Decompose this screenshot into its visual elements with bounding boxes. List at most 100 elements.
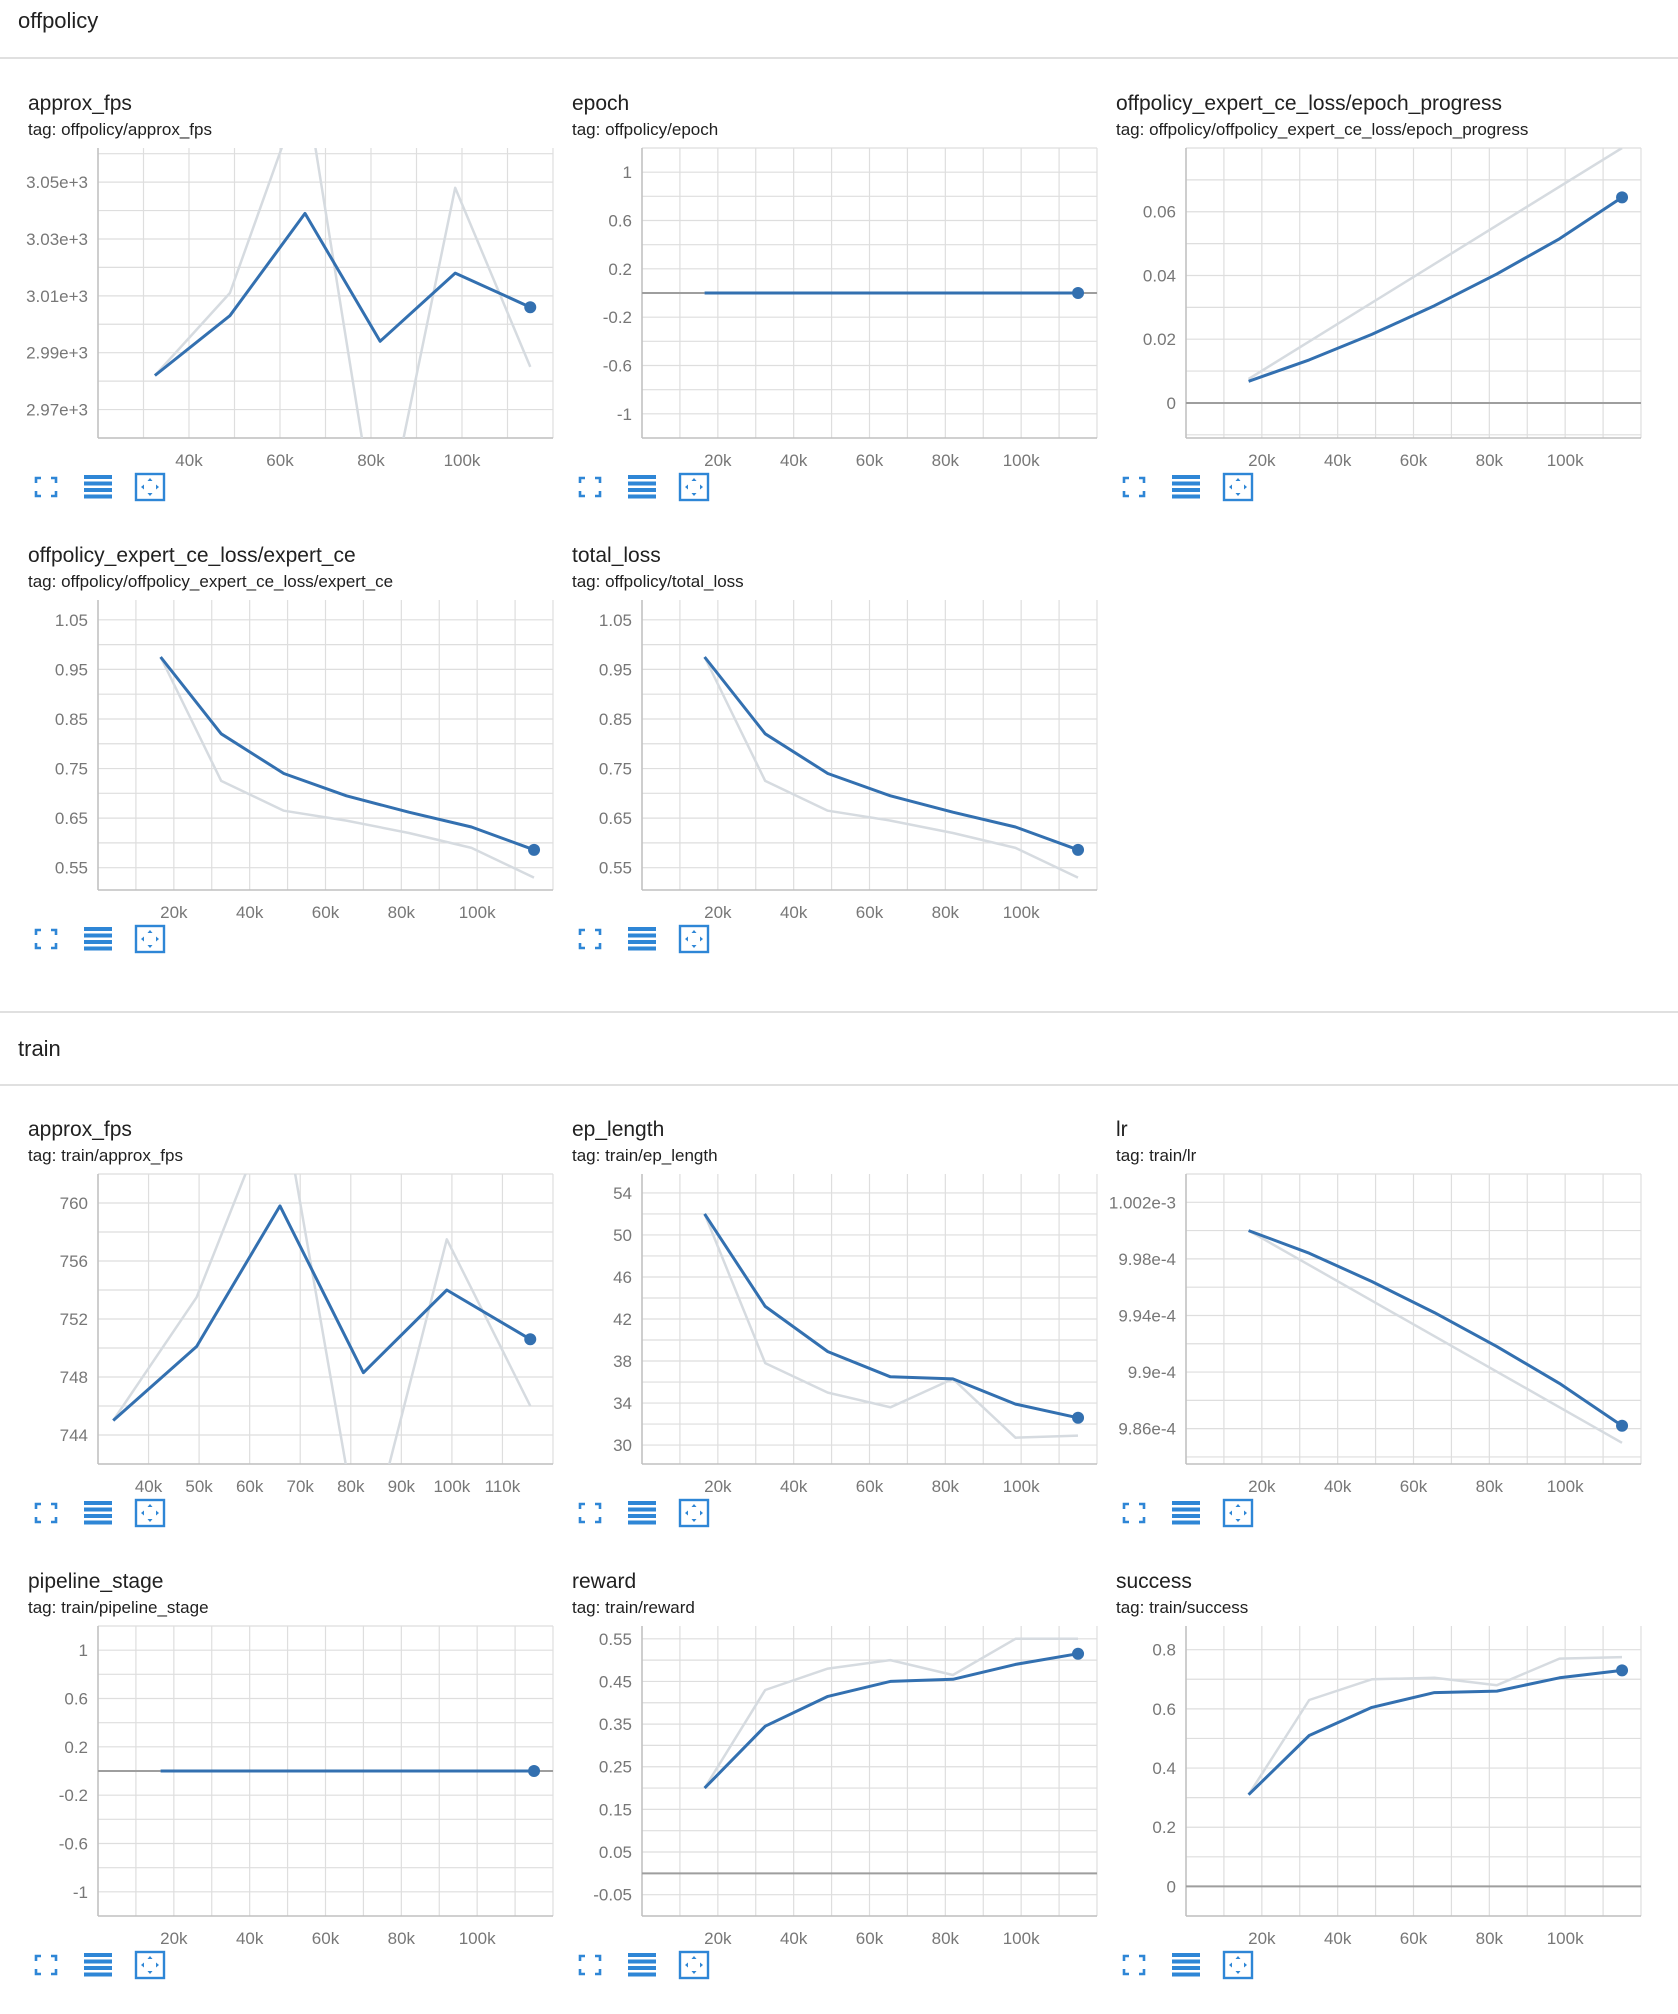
y-tick-label: 0.6 — [1152, 1700, 1176, 1719]
x-tick-label: 60k — [856, 1477, 884, 1496]
chart-tag: tag: train/reward — [572, 1598, 695, 1617]
fullscreen-icon[interactable] — [30, 472, 62, 502]
y-tick-label: 1.05 — [599, 611, 632, 630]
fit-domain-icon[interactable] — [134, 1498, 166, 1528]
x-tick-label: 80k — [932, 903, 960, 922]
y-tick-label: 0.15 — [599, 1800, 632, 1819]
x-tick-label: 60k — [236, 1477, 264, 1496]
raw-series-line — [153, 148, 532, 438]
chart-title: approx_fps — [28, 1118, 132, 1141]
fullscreen-icon[interactable] — [1118, 1498, 1150, 1528]
last-point-marker — [1072, 1647, 1085, 1660]
chart-card-offpolicy-total-loss: total_loss tag: offpolicy/total_loss 0.5… — [562, 544, 1102, 984]
data-table-icon[interactable] — [626, 1950, 658, 1980]
fit-domain-icon[interactable] — [134, 472, 166, 502]
raw-series-line — [1247, 148, 1623, 381]
line-chart[interactable]: 9.86e-4 9.9e-4 9.94e-4 9.98e-4 1.002e-3 20k 40… — [1106, 1173, 1646, 1496]
fullscreen-icon[interactable] — [574, 1498, 606, 1528]
fullscreen-icon[interactable] — [1118, 472, 1150, 502]
raw-series-line — [703, 1637, 1078, 1789]
line-chart[interactable]: 2.97e+3 2.99e+3 3.01e+3 3.03e+3 3.05e+3 40k 60… — [18, 148, 558, 470]
fullscreen-icon[interactable] — [574, 472, 606, 502]
y-tick-label: -0.05 — [593, 1886, 632, 1905]
y-tick-label: 756 — [60, 1252, 88, 1271]
y-tick-label: 0.55 — [599, 1630, 632, 1649]
fit-domain-icon[interactable] — [1222, 1950, 1254, 1980]
data-table-icon[interactable] — [626, 1498, 658, 1528]
y-tick-label: 0.8 — [1152, 1641, 1176, 1660]
y-tick-label: 0.95 — [55, 660, 88, 679]
y-tick-label: 0.85 — [55, 710, 88, 729]
line-chart[interactable]: 0.55 0.65 0.75 0.85 0.95 1.05 20k 40k 60k 80k 100k — [18, 600, 558, 922]
x-tick-label: 110k — [485, 1477, 521, 1496]
y-tick-label: 2.97e+3 — [26, 401, 88, 420]
section-divider — [0, 1011, 1678, 1013]
section-divider — [0, 1084, 1678, 1086]
chart-tag: tag: offpolicy/total_loss — [572, 572, 744, 591]
y-tick-label: 0.06 — [1143, 203, 1176, 222]
x-tick-label: 100k — [1547, 451, 1584, 470]
data-table-icon[interactable] — [1170, 1498, 1202, 1528]
line-chart[interactable]: 30 34 38 42 46 50 54 20k 40k 60k 80k 100k — [562, 1174, 1102, 1496]
line-chart[interactable]: 0 0.02 0.04 0.06 20k 40k 60k 80k 100k — [1106, 147, 1646, 470]
chart-title: epoch — [572, 92, 630, 115]
fullscreen-icon[interactable] — [574, 924, 606, 954]
section-header-offpolicy[interactable]: offpolicy — [18, 8, 99, 33]
raw-series-line — [112, 1174, 532, 1464]
raw-series-line — [1247, 1229, 1623, 1444]
chart-card-train-pipeline-stage: pipeline_stage tag: train/pipeline_stage… — [18, 1570, 558, 2010]
fit-domain-icon[interactable] — [678, 1950, 710, 1980]
last-point-marker — [1072, 843, 1085, 856]
x-tick-label: 20k — [704, 451, 732, 470]
fullscreen-icon[interactable] — [30, 1950, 62, 1980]
last-point-marker — [1616, 1664, 1629, 1677]
fit-domain-icon[interactable] — [1222, 472, 1254, 502]
x-tick-label: 100k — [459, 903, 496, 922]
data-table-icon[interactable] — [1170, 472, 1202, 502]
x-tick-label: 40k — [236, 1929, 264, 1948]
fit-domain-icon[interactable] — [678, 924, 710, 954]
series-group — [703, 1213, 1079, 1439]
y-tick-label: 3.01e+3 — [26, 287, 88, 306]
smoothed-series-line — [1248, 196, 1623, 383]
chart-card-train-reward: reward tag: train/reward -0.05 0.05 0.15 0.… — [562, 1570, 1102, 2010]
raw-series-line — [703, 1213, 1079, 1439]
data-table-icon[interactable] — [82, 924, 114, 954]
smoothed-series-line — [703, 656, 1079, 852]
raw-series-line — [1247, 1655, 1623, 1796]
line-chart[interactable]: 744 748 752 756 760 40k 50k 60k 70k 80k 90k 100k 110… — [18, 1173, 558, 1496]
x-tick-label: 100k — [1003, 1477, 1040, 1496]
chart-card-offpolicy-epoch-progress: offpolicy_expert_ce_loss/epoch_progress … — [1106, 92, 1646, 532]
y-tick-label: 1 — [623, 163, 632, 182]
data-table-icon[interactable] — [626, 472, 658, 502]
fit-domain-icon[interactable] — [678, 1498, 710, 1528]
series-group — [1247, 1229, 1623, 1444]
data-table-icon[interactable] — [82, 1498, 114, 1528]
y-tick-label: 0 — [1167, 1877, 1176, 1896]
data-table-icon[interactable] — [82, 472, 114, 502]
x-tick-label: 50k — [185, 1477, 213, 1496]
series-group — [1247, 1655, 1623, 1796]
line-chart[interactable]: -1 -0.6 -0.2 0.2 0.6 1 20k 40k 60k 80k 100k — [18, 1625, 558, 1948]
line-chart[interactable]: 0 0.2 0.4 0.6 0.8 20k 40k 60k 80k 100k — [1106, 1626, 1646, 1948]
chart-card-offpolicy-epoch: epoch tag: offpolicy/epoch -1 -0.6 -0.2 0.2… — [562, 92, 1102, 532]
fullscreen-icon[interactable] — [30, 1498, 62, 1528]
fit-domain-icon[interactable] — [1222, 1498, 1254, 1528]
fit-domain-icon[interactable] — [134, 924, 166, 954]
section-header-train[interactable]: train — [18, 1036, 61, 1061]
data-table-icon[interactable] — [626, 924, 658, 954]
fullscreen-icon[interactable] — [574, 1950, 606, 1980]
fullscreen-icon[interactable] — [1118, 1950, 1150, 1980]
fit-domain-icon[interactable] — [678, 472, 710, 502]
y-tick-label: 744 — [60, 1426, 88, 1445]
fit-domain-icon[interactable] — [134, 1950, 166, 1980]
line-chart[interactable]: 0.55 0.65 0.75 0.85 0.95 1.05 20k 40k 60k 80k 100k — [562, 600, 1102, 922]
x-tick-label: 100k — [1003, 1929, 1040, 1948]
y-tick-label: 50 — [613, 1226, 632, 1245]
data-table-icon[interactable] — [82, 1950, 114, 1980]
data-table-icon[interactable] — [1170, 1950, 1202, 1980]
line-chart[interactable]: -1 -0.6 -0.2 0.2 0.6 1 20k 40k 60k 80k 100k — [562, 147, 1102, 470]
line-chart[interactable]: -0.05 0.05 0.15 0.25 0.35 0.45 0.55 20k 40k 60k 80… — [562, 1626, 1102, 1948]
fullscreen-icon[interactable] — [30, 924, 62, 954]
chart-tag: tag: train/success — [1116, 1598, 1249, 1617]
